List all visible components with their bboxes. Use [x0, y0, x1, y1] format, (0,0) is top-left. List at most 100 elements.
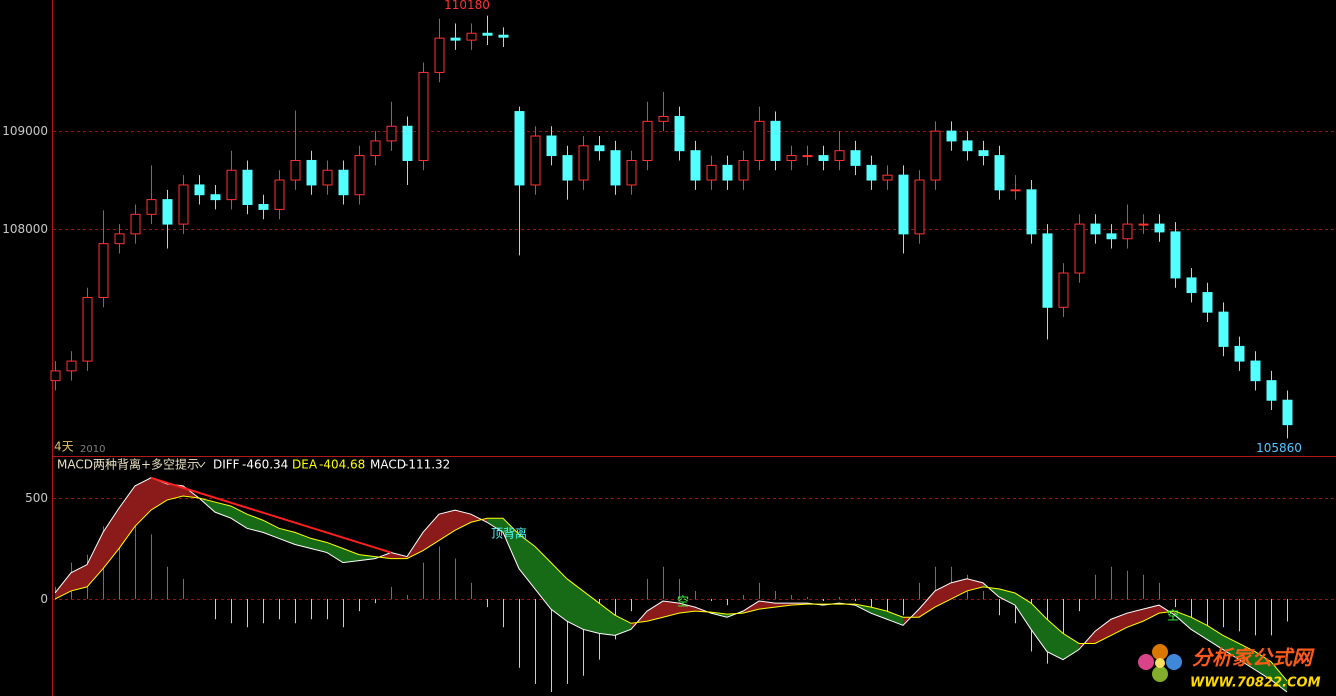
candle-body — [594, 145, 605, 152]
candle-body — [466, 32, 477, 41]
candle-body — [354, 155, 365, 196]
candle-body — [930, 130, 941, 181]
period-label: 4天 — [54, 440, 74, 454]
candle-body — [754, 120, 765, 161]
legend-macd-value: -111.32 — [404, 458, 450, 472]
candle-body — [1202, 292, 1213, 313]
y-tick-label: 0 — [40, 592, 48, 606]
candle-body — [610, 150, 621, 186]
candle-body — [1010, 189, 1021, 192]
cross-fill — [775, 603, 791, 608]
cross-fill — [519, 534, 535, 589]
cross-fill — [455, 510, 471, 531]
candle-body — [130, 213, 141, 235]
candle-body — [562, 155, 573, 181]
candle-body — [914, 179, 925, 235]
cross-fill — [423, 514, 439, 551]
candle-body — [66, 360, 77, 372]
candle-body — [386, 125, 397, 142]
candle-body — [706, 164, 717, 181]
candle-body — [450, 37, 461, 41]
legend-diff-value: -460.34 — [242, 458, 288, 472]
signal-annotation: 空 — [1167, 609, 1179, 623]
divergence-annotation: 顶背离 — [491, 526, 527, 541]
candle-body — [658, 115, 669, 122]
candle-body — [882, 174, 893, 181]
cross-fill — [231, 506, 247, 529]
cross-fill — [135, 477, 151, 527]
cross-fill — [887, 611, 903, 626]
cross-fill — [119, 485, 135, 549]
candle-body — [802, 155, 813, 158]
candle-body — [770, 120, 781, 161]
candle-body — [178, 184, 189, 225]
candle-body — [322, 169, 333, 186]
candle-body — [978, 150, 989, 157]
candle-body — [690, 150, 701, 181]
candle-body — [850, 150, 861, 166]
candle-body — [546, 135, 557, 157]
candle-body — [626, 159, 637, 186]
candle-body — [98, 243, 109, 298]
cross-fill — [919, 590, 935, 618]
candle-body — [242, 169, 253, 206]
cross-fill — [1047, 619, 1063, 660]
cross-fill — [679, 603, 695, 614]
candle-body — [834, 150, 845, 161]
candle-body — [498, 34, 509, 38]
candle-body — [226, 169, 237, 201]
legend-macd-name: MACD — [370, 458, 406, 472]
candle-body — [578, 145, 589, 181]
candle-body — [1106, 233, 1117, 240]
candle-body — [1138, 223, 1149, 226]
candle-body — [418, 71, 429, 161]
candle-body — [274, 179, 285, 210]
candle-body — [1090, 223, 1101, 235]
cross-fill — [583, 590, 599, 634]
low-label: 105860 — [1256, 441, 1302, 455]
candle-body — [1154, 223, 1165, 233]
candle-body — [306, 159, 317, 186]
candle-body — [50, 370, 61, 382]
divergence-line — [150, 476, 392, 554]
candle-body — [290, 159, 301, 181]
cross-fill — [647, 601, 663, 622]
candle-body — [1074, 223, 1085, 274]
line-diff — [54, 477, 1288, 693]
candle-body — [258, 204, 269, 210]
cross-fill — [1015, 592, 1031, 630]
cross-fill — [951, 578, 967, 600]
cross-fill — [1143, 605, 1159, 622]
legend-diff-name: DIFF — [213, 458, 240, 472]
candle-body — [1282, 399, 1293, 426]
y-tick-label: 500 — [25, 491, 48, 505]
candle-body — [114, 233, 125, 245]
candle-body — [674, 115, 685, 152]
candle-body — [1058, 272, 1069, 308]
y-tick-label: 108000 — [2, 222, 48, 236]
cross-fill — [87, 532, 103, 587]
cross-fill — [487, 518, 503, 533]
cross-fill — [279, 528, 295, 545]
cross-fill — [663, 601, 679, 618]
cross-fill — [935, 582, 951, 608]
cross-fill — [1111, 613, 1127, 636]
cross-fill — [1063, 633, 1079, 660]
cross-fill — [1095, 619, 1111, 644]
candle-body — [194, 184, 205, 196]
candle-body — [962, 140, 973, 152]
candle-body — [338, 169, 349, 196]
dropdown-arrow[interactable] — [196, 461, 206, 468]
candle-body — [434, 37, 445, 73]
cross-fill — [567, 578, 583, 630]
cross-fill — [1271, 661, 1287, 693]
candle-body — [1250, 360, 1261, 382]
cross-fill — [759, 601, 775, 610]
high-label: 110180 — [444, 0, 490, 12]
candle-body — [994, 155, 1005, 191]
cross-fill — [215, 502, 231, 519]
